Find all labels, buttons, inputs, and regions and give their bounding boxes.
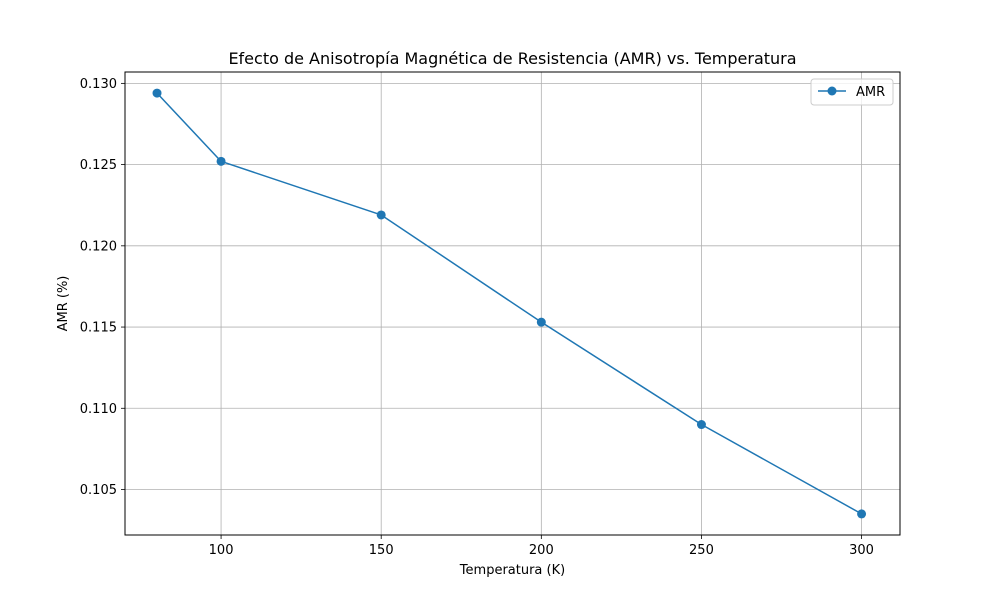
x-tick-label: 100: [209, 543, 234, 558]
x-tick-label: 250: [689, 543, 714, 558]
data-point: [216, 156, 226, 166]
data-point: [536, 317, 546, 327]
y-tick-label: 0.115: [80, 321, 117, 336]
data-point: [152, 88, 162, 98]
data-point: [376, 210, 386, 220]
x-axis: 100 150 200 250 300: [209, 535, 874, 558]
y-tick-label: 0.120: [80, 239, 117, 254]
y-tick-label: 0.105: [80, 483, 117, 498]
y-tick-label: 0.125: [80, 158, 117, 173]
x-tick-label: 150: [369, 543, 394, 558]
series-line-amr: [156, 92, 862, 515]
y-axis-label: AMR (%): [56, 276, 71, 332]
legend-box: [810, 78, 894, 106]
data-point: [857, 509, 867, 519]
x-axis-label: Temperatura (K): [459, 563, 565, 578]
y-tick-label: 0.110: [80, 402, 117, 417]
series-layer: [152, 88, 867, 519]
y-axis: 0.105 0.110 0.115 0.120 0.125 0.130: [80, 77, 125, 498]
legend-marker-swatch: [827, 86, 837, 96]
data-point: [696, 420, 706, 430]
plot-area-frame: [124, 71, 901, 536]
legend-entry-amr: AMR: [856, 85, 885, 100]
chart-title: Efecto de Anisotropía Magnética de Resis…: [228, 49, 796, 68]
legend: AMR: [810, 78, 894, 106]
y-tick-label: 0.130: [80, 77, 117, 92]
x-tick-label: 200: [529, 543, 554, 558]
grid-lines: [125, 72, 900, 535]
x-tick-label: 300: [849, 543, 874, 558]
